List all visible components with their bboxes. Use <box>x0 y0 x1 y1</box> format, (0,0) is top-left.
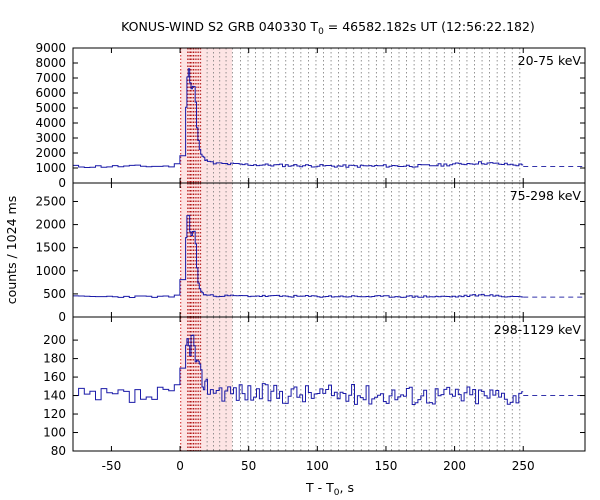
y-tick-label: 2000 <box>35 218 66 232</box>
title-main: KONUS-WIND S2 GRB 040330 T <box>121 19 318 34</box>
title-rest: = 46582.182s UT (12:56:22.182) <box>324 19 535 34</box>
title-subscript: 0 <box>318 27 324 37</box>
y-tick-label: 140 <box>43 389 66 403</box>
x-tick-label: 150 <box>375 459 398 473</box>
y-tick-label: 160 <box>43 370 66 384</box>
panel-frame <box>72 316 586 452</box>
y-tick-label: 9000 <box>35 41 66 55</box>
y-tick-label: 0 <box>58 176 66 190</box>
y-tick-label: 7000 <box>35 71 66 85</box>
x-axis-label-main: T - T <box>305 480 334 495</box>
svg-text:KONUS-WIND S2 GRB 040330 T0 =: KONUS-WIND S2 GRB 040330 T0 = 46582.182s… <box>121 19 535 37</box>
x-tick-label: 100 <box>306 459 329 473</box>
y-tick-label: 2500 <box>35 194 66 208</box>
y-tick-label: 120 <box>43 407 66 421</box>
y-tick-label: 1000 <box>35 264 66 278</box>
shaded-interval <box>180 317 233 451</box>
count-rate-histogram <box>73 215 524 298</box>
energy-band-label: 298-1129 keV <box>494 322 582 337</box>
count-rate-histogram <box>73 68 524 168</box>
panel-3: 80 100 120 140 160 180 200 298-1129 keV <box>43 316 586 458</box>
panel-frame <box>72 47 586 184</box>
x-tick-label: 200 <box>443 459 466 473</box>
energy-band-label: 20-75 keV <box>518 53 582 68</box>
y-tick-label: 6000 <box>35 86 66 100</box>
x-tick-label: -50 <box>102 459 122 473</box>
x-axis-label: T - T0, s <box>305 480 354 498</box>
y-tick-label: 8000 <box>35 56 66 70</box>
x-axis-label-subscript: 0 <box>334 488 340 498</box>
y-tick-label: 500 <box>43 287 66 301</box>
panel-2: 0 500 1000 1500 2000 2500 75-298 keV <box>35 182 586 324</box>
y-tick-label: 180 <box>43 352 66 366</box>
count-rate-histogram <box>73 334 524 405</box>
y-tick-label: 2000 <box>35 146 66 160</box>
energy-band-label: 75-298 keV <box>510 188 582 203</box>
chart-title: KONUS-WIND S2 GRB 040330 T0 = 46582.182s… <box>121 19 535 37</box>
y-tick-label: 100 <box>43 426 66 440</box>
x-tick-label: 50 <box>241 459 256 473</box>
x-axis-label-rest: , s <box>340 480 354 495</box>
y-axis-label: counts / 1024 ms <box>4 196 19 304</box>
y-tick-label: 1000 <box>35 161 66 175</box>
y-tick-label: 200 <box>43 333 66 347</box>
x-tick-label: 0 <box>176 459 184 473</box>
y-tick-label: 5000 <box>35 101 66 115</box>
y-tick-label: 80 <box>51 444 66 458</box>
y-tick-label: 3000 <box>35 131 66 145</box>
y-tick-label: 4000 <box>35 116 66 130</box>
x-tick-label: 250 <box>512 459 535 473</box>
y-tick-label: 1500 <box>35 241 66 255</box>
y-tick-label: 0 <box>58 310 66 324</box>
panels: 010002000300040005000600070008000900020-… <box>35 41 586 473</box>
